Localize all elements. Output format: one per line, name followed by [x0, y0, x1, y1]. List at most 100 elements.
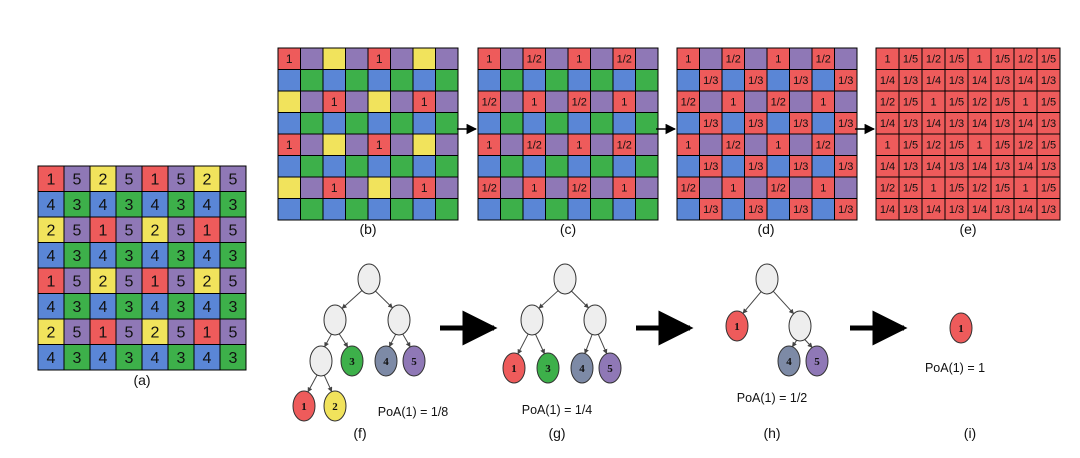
cell-label: 4 [151, 248, 160, 265]
grid-cell [435, 176, 459, 199]
cell-label: 4 [99, 350, 108, 367]
cell-label: 1/2 [972, 97, 987, 109]
grid-cell [789, 133, 813, 156]
cell-label: 5 [229, 325, 238, 342]
cell-label: 1/4 [972, 161, 987, 173]
cell-label: 1/2 [617, 140, 632, 152]
cell-label: 4 [151, 299, 160, 316]
grid-cell [390, 69, 414, 92]
grid-cell [300, 176, 324, 199]
grid-cell [500, 69, 524, 92]
cell-label: 1 [421, 95, 428, 109]
cell-label: 1/2 [816, 140, 831, 152]
cell-label: 3 [229, 299, 238, 316]
grid-cell [699, 90, 723, 113]
cell-label: 1/5 [949, 97, 964, 109]
cell-label: 1 [730, 97, 736, 109]
tree-edge [341, 290, 363, 309]
cell-label: 1 [151, 274, 160, 291]
grid-cell [167, 165, 195, 192]
grid-cell [766, 155, 790, 178]
cell-label: 2 [203, 274, 212, 291]
cell-label: 3 [73, 248, 82, 265]
cell-label: 1/3 [838, 161, 853, 173]
cell-label: 3 [125, 350, 134, 367]
cell-label: 1/3 [748, 75, 763, 87]
cell-label: 4 [99, 197, 108, 214]
tree-edge [324, 333, 332, 348]
tree-edge [402, 333, 411, 348]
cell-label: 1/4 [880, 204, 895, 216]
grid-cell [545, 47, 569, 70]
grid-cell [412, 112, 436, 135]
grid-cell [115, 216, 143, 243]
grid-cell [522, 69, 546, 92]
cell-label: 3 [73, 197, 82, 214]
tree-node-label: 3 [349, 356, 355, 368]
cell-label: 1/3 [838, 204, 853, 216]
cell-label: 1/3 [793, 75, 808, 87]
cell-label: 5 [229, 223, 238, 240]
grid-cell [567, 198, 591, 221]
cell-label: 4 [203, 248, 212, 265]
grid-cell [500, 198, 524, 221]
cell-label: 1/3 [748, 204, 763, 216]
cell-label: 1 [976, 54, 982, 66]
cell-label: 4 [151, 350, 160, 367]
grid-cell [766, 112, 790, 135]
grid-cell [590, 47, 614, 70]
cell-label: 1/3 [1041, 161, 1056, 173]
grid-cell [367, 155, 391, 178]
cell-label: 5 [125, 223, 134, 240]
tree-node-label: 1 [734, 321, 740, 333]
cell-label: 1/3 [903, 75, 918, 87]
grid-cell [500, 47, 524, 70]
cell-label: 1/4 [1018, 75, 1033, 87]
cell-label: 1/5 [1041, 54, 1056, 66]
grid-cell [834, 176, 858, 199]
cell-label: 3 [177, 350, 186, 367]
poa-g: PoA(1) = 1/4 [522, 403, 593, 417]
grid-cell [676, 69, 700, 92]
grid-cell [1036, 198, 1061, 221]
grid-cell [522, 112, 546, 135]
tree-node-label: 4 [383, 356, 389, 368]
grid-cell [63, 191, 91, 218]
tree-edge [375, 290, 393, 309]
grid-cell [612, 198, 636, 221]
grid-cell [322, 155, 346, 178]
grid-cell [435, 47, 459, 70]
grid-cell [635, 112, 659, 135]
cell-label: 1 [685, 54, 691, 66]
grid-cell [300, 198, 324, 221]
grid-cell [500, 133, 524, 156]
grid-cell [435, 90, 459, 113]
cell-label: 1/3 [949, 161, 964, 173]
cell-label: 1/2 [771, 97, 786, 109]
cell-label: 1 [930, 97, 936, 109]
grid-cell [322, 112, 346, 135]
tree-node-label: 5 [814, 356, 820, 368]
cell-label: 1/4 [926, 75, 941, 87]
cell-label: 1 [486, 140, 492, 152]
tree-edge [804, 339, 813, 348]
tree-node [402, 345, 426, 377]
tree-node [805, 345, 829, 377]
tree-edge [538, 290, 559, 309]
tree-edge [742, 291, 762, 314]
cell-label: 1/2 [1018, 54, 1033, 66]
caption-c: (c) [560, 221, 576, 237]
grid-cell [834, 47, 858, 70]
cell-label: 1 [576, 140, 582, 152]
cell-label: 1/3 [748, 161, 763, 173]
cell-label: 1 [376, 52, 383, 66]
cell-label: 2 [151, 223, 160, 240]
grid-cell [277, 155, 301, 178]
cell-label: 1 [47, 274, 56, 291]
cell-label: 1/4 [926, 204, 941, 216]
caption-e: (e) [959, 221, 976, 237]
cell-label: 1 [884, 54, 890, 66]
grid-cell [167, 344, 195, 371]
tree-node [292, 390, 316, 422]
grid-cell [545, 112, 569, 135]
